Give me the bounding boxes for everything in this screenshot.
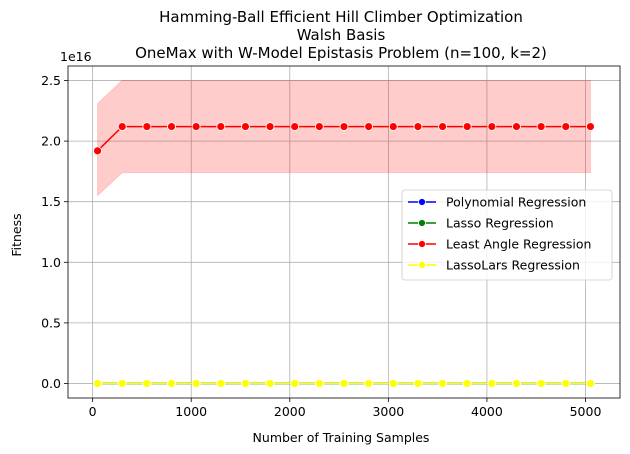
confidence-band [97, 80, 591, 197]
legend-label: LassoLars Regression [446, 258, 580, 273]
data-point [191, 122, 201, 131]
y-tick-label: 2.5 [41, 73, 61, 88]
legend: Polynomial Regression Lasso Regression Lea… [401, 189, 613, 281]
data-point [314, 379, 324, 388]
title-line-3: OneMax with W-Model Epistasis Problem (n… [135, 44, 547, 62]
data-point [290, 379, 300, 388]
y-tick-label: 1.5 [41, 194, 61, 209]
x-tick-label: 0 [89, 404, 97, 419]
data-point [216, 122, 226, 131]
plot-area-frame [67, 65, 621, 399]
legend-label: Least Angle Regression [446, 237, 591, 252]
legend-label: Polynomial Regression [446, 195, 586, 210]
y-tick-label: 1.0 [41, 255, 61, 270]
legend-marker [418, 261, 426, 269]
data-point [142, 379, 152, 388]
legend-marker [418, 219, 426, 227]
legend-label: Lasso Regression [446, 216, 554, 231]
data-point [314, 122, 324, 131]
data-point [561, 379, 571, 388]
data-point [265, 379, 275, 388]
data-point [462, 122, 472, 131]
data-point [462, 379, 472, 388]
legend-box [401, 189, 613, 281]
legend-marker [418, 198, 426, 206]
title-line-2: Walsh Basis [297, 26, 386, 44]
x-tick-label: 3000 [372, 404, 404, 419]
data-point [191, 379, 201, 388]
x-axis-label: Number of Training Samples [253, 430, 430, 445]
data-point [512, 379, 521, 388]
x-tick-label: 5000 [570, 404, 602, 419]
data-point [290, 122, 300, 131]
data-point [339, 122, 349, 131]
data-point [265, 122, 275, 131]
legend-item: Least Angle Regression [408, 237, 591, 252]
data-point [339, 379, 349, 388]
y-tick-label: 0.5 [41, 315, 61, 330]
data-point [586, 379, 595, 388]
legend-item: LassoLars Regression [408, 258, 580, 273]
y-axis-scale-multiplier: 1e16 [60, 49, 92, 64]
y-tick-label: 0.0 [41, 376, 61, 391]
data-point [388, 379, 398, 388]
data-point [117, 122, 127, 131]
data-point [142, 122, 152, 131]
legend-marker [418, 240, 426, 248]
data-point [512, 122, 521, 131]
x-tick-label: 4000 [471, 404, 503, 419]
y-axis-label: Fitness [9, 213, 24, 256]
data-point [167, 379, 176, 388]
axis-ticks: 0 1000 2000 3000 4000 5000 0.0 0.5 1.0 1.5 2.0 2.5 [41, 73, 601, 419]
data-point [216, 379, 226, 388]
data-point [536, 379, 546, 388]
data-point [561, 122, 571, 131]
data-point [241, 379, 250, 388]
data-point [487, 379, 497, 388]
data-point [167, 122, 176, 131]
data-point [241, 122, 250, 131]
data-point [413, 379, 423, 388]
data-point [93, 379, 102, 388]
data-point [487, 122, 497, 131]
y-tick-label: 2.0 [41, 134, 61, 149]
legend-item: Polynomial Regression [408, 195, 586, 210]
legend-item: Lasso Regression [408, 216, 554, 231]
data-point [438, 122, 447, 131]
data-point [586, 122, 595, 131]
series [93, 122, 595, 156]
x-tick-label: 2000 [274, 404, 306, 419]
series-lines [93, 122, 595, 388]
data-point [438, 379, 447, 388]
data-point [413, 122, 423, 131]
confidence-bands [97, 80, 591, 197]
x-tick-label: 1000 [175, 404, 207, 419]
title-line-1: Hamming-Ball Efficient Hill Climber Opti… [159, 8, 523, 26]
data-point [364, 122, 374, 131]
data-point [388, 122, 398, 131]
data-point [536, 122, 546, 131]
chart-title: Hamming-Ball Efficient Hill Climber Opti… [135, 8, 547, 62]
data-point [93, 146, 102, 156]
data-point [117, 379, 127, 388]
series [93, 379, 595, 388]
data-point [364, 379, 374, 388]
